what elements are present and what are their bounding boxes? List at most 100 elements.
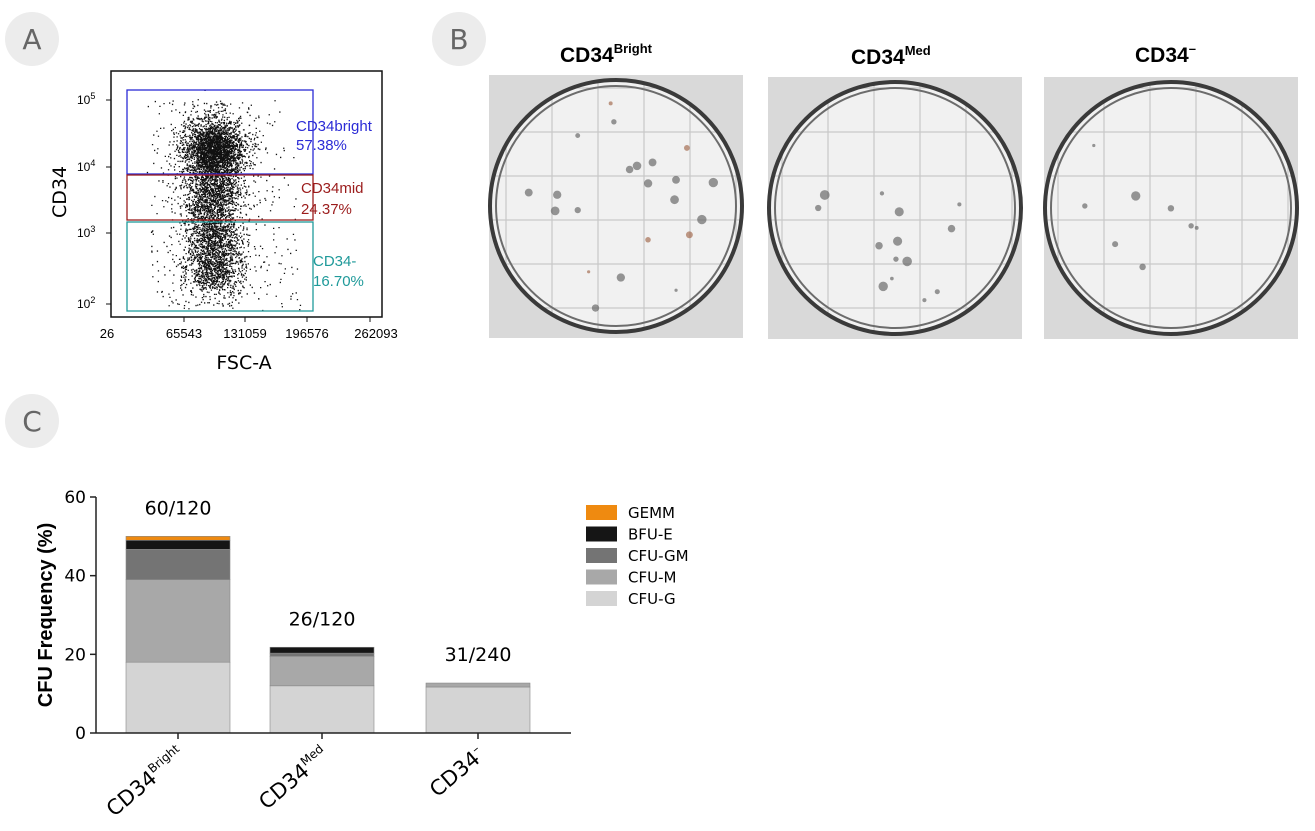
colony-dot: [1131, 191, 1141, 201]
bar-layer: [125, 536, 531, 734]
colony-dot: [893, 256, 899, 262]
colony-dot: [893, 236, 903, 246]
gate-cd34bright: [126, 89, 314, 175]
legend-label: CFU-G: [628, 590, 676, 608]
bar-y-axis-label: CFU Frequency (%): [35, 523, 57, 707]
flow-x-axis: 26 65543 131059 196576 262093: [100, 317, 398, 341]
flow-y-axis-label: CD34: [49, 166, 71, 218]
gate-label-cd34mid: CD34mid: [301, 180, 364, 197]
flow-xtick-131059: 131059: [223, 326, 266, 341]
bar-count-label: 26/120: [289, 608, 356, 630]
y-tick-label: 40: [64, 567, 86, 587]
bar-segment-cfu-m: [125, 579, 231, 663]
flow-event-cloud: [146, 89, 302, 312]
colony-dot: [894, 207, 904, 217]
colony-dot: [708, 177, 718, 188]
colony-dot: [697, 214, 707, 225]
legend-label: GEMM: [628, 504, 675, 522]
y-tick-label: 0: [75, 724, 86, 744]
colony-dot: [685, 231, 693, 239]
panel-label-b: B: [432, 12, 486, 66]
bar-count-labels: 60/120 26/120 31/240: [145, 497, 512, 666]
legend-swatch-gemm: [586, 505, 617, 520]
gate-label-cd34bright: CD34bright: [296, 118, 373, 135]
gate-cd34-neg: [126, 221, 314, 312]
flow-xtick-65543: 65543: [166, 326, 202, 341]
flow-event-dots: [146, 89, 302, 312]
colony-dot: [1139, 263, 1146, 271]
y-tick-label: 20: [64, 645, 86, 665]
legend-swatch-bfu-e: [586, 526, 617, 542]
bar-count-label: 60/120: [145, 497, 212, 519]
gate-label-cd34-neg: CD34-: [313, 253, 356, 270]
colony-dot: [611, 119, 617, 125]
colony-dot: [632, 161, 642, 171]
bar-segment-gemm: [125, 536, 231, 541]
colony-dot: [815, 204, 822, 212]
bar-count-label: 31/240: [445, 644, 512, 666]
flow-xtick-262093: 262093: [354, 326, 397, 341]
photo-title-neg: CD34–: [1135, 41, 1196, 67]
bar-category-labels: CD34Bright CD34Med CD34–: [101, 741, 489, 821]
photo-title-med: CD34Med: [851, 43, 931, 69]
colony-dot: [1188, 223, 1194, 229]
colony-dot: [524, 188, 533, 197]
legend-label: CFU-M: [628, 569, 676, 587]
gate-pct-cd34-neg: 16.70%: [313, 273, 364, 290]
bar-segment-bfu-e: [125, 539, 231, 550]
x-category-label: CD34Bright: [101, 741, 189, 821]
bar-segment-bfu-e: [269, 646, 375, 654]
flow-ytick-1e4: 104: [77, 158, 95, 174]
colony-dot: [648, 158, 657, 167]
legend-label: CFU-GM: [628, 547, 689, 565]
colony-dot: [553, 190, 562, 199]
colony-dot: [670, 195, 679, 205]
colony-dot: [947, 224, 956, 233]
colony-dot: [1112, 241, 1119, 248]
y-tick-label: 60: [64, 488, 86, 508]
x-category-label: CD34–: [424, 742, 489, 802]
colony-dot: [875, 241, 883, 250]
legend-label: BFU-E: [628, 526, 673, 544]
colony-dot: [1082, 203, 1088, 209]
colony-dot: [591, 304, 600, 312]
colony-dot: [616, 273, 625, 282]
x-category-label: CD34Med: [254, 742, 334, 814]
flow-ytick-1e5: 105: [77, 91, 95, 107]
bar-y-axis: 0 20 40 60: [64, 488, 571, 744]
flow-y-axis: 105 104 103 102: [77, 91, 111, 311]
bar-segment-cfu-g: [425, 686, 531, 734]
flow-ytick-1e2: 102: [77, 295, 95, 311]
flow-xtick-196576: 196576: [285, 326, 328, 341]
colony-dot: [683, 144, 690, 151]
colony-dot: [645, 237, 651, 243]
dish-photo-neg: [1043, 77, 1299, 339]
colony-dot: [574, 206, 581, 214]
colony-dot: [1194, 225, 1199, 230]
panel-label-c: C: [5, 394, 59, 448]
colony-dot: [575, 133, 581, 139]
colony-dot: [608, 101, 613, 106]
colony-dot: [1092, 143, 1096, 148]
colony-dot: [550, 206, 560, 216]
colony-dot: [674, 288, 678, 292]
colony-dot: [643, 179, 653, 188]
gate-cd34mid: [126, 174, 314, 221]
gate-pct-cd34mid: 24.37%: [301, 201, 352, 218]
legend-swatch-cfu-m: [586, 569, 617, 585]
flow-ytick-1e3: 103: [77, 224, 95, 240]
bar-segment-cfu-g: [269, 685, 375, 734]
colony-dot: [902, 256, 912, 267]
colony-dot: [625, 165, 634, 174]
colony-dot: [879, 191, 885, 196]
flow-xtick-26: 26: [100, 326, 114, 341]
flow-plot-frame: [110, 70, 383, 318]
bar-segment-cfu-m: [269, 655, 375, 687]
bar-segment-cfu-gm: [269, 652, 375, 657]
colony-dot: [1167, 205, 1175, 212]
legend-swatch-cfu-g: [586, 591, 617, 606]
colony-dot: [672, 175, 680, 184]
